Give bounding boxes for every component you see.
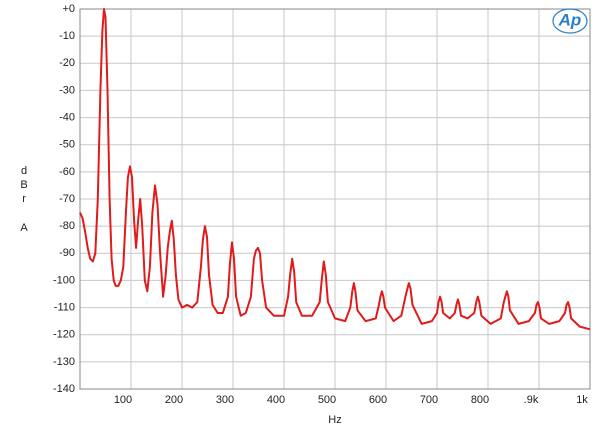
y-tick-label: -130: [53, 356, 75, 368]
y-tick-label: -100: [53, 274, 75, 286]
y-tick-label: -40: [59, 111, 75, 123]
y-tick-label: -20: [59, 57, 75, 69]
x-tick-label: 500: [318, 394, 336, 406]
x-tick-label: 600: [369, 394, 387, 406]
y-axis-label: dBr: [18, 165, 30, 207]
x-tick-label: 100: [114, 394, 132, 406]
x-tick-label: 200: [165, 394, 183, 406]
y-tick-label: -80: [59, 220, 75, 232]
y-tick-label: -90: [59, 247, 75, 259]
y-tick-label: -60: [59, 166, 75, 178]
y-tick-label: -30: [59, 84, 75, 96]
x-tick-label: 400: [267, 394, 285, 406]
y-tick-label: -70: [59, 193, 75, 205]
x-tick-label: .9k: [524, 394, 539, 406]
x-tick-label: 1k: [576, 394, 588, 406]
y-axis-unit: A: [20, 222, 28, 234]
spectrum-line: [79, 8, 591, 331]
x-tick-label: 800: [471, 394, 489, 406]
y-tick-label: -140: [53, 383, 75, 395]
y-tick-label: -120: [53, 329, 75, 341]
logo-ring: [552, 8, 588, 34]
y-tick-label: -10: [59, 30, 75, 42]
y-tick-label: +0: [62, 3, 75, 15]
x-axis-label: Hz: [328, 414, 341, 426]
y-tick-label: -110: [54, 301, 75, 313]
plot-frame: [79, 8, 591, 390]
logo: Ap: [558, 10, 582, 29]
x-tick-label: 300: [216, 394, 234, 406]
x-tick-label: 700: [420, 394, 438, 406]
y-tick-label: -50: [59, 139, 75, 151]
